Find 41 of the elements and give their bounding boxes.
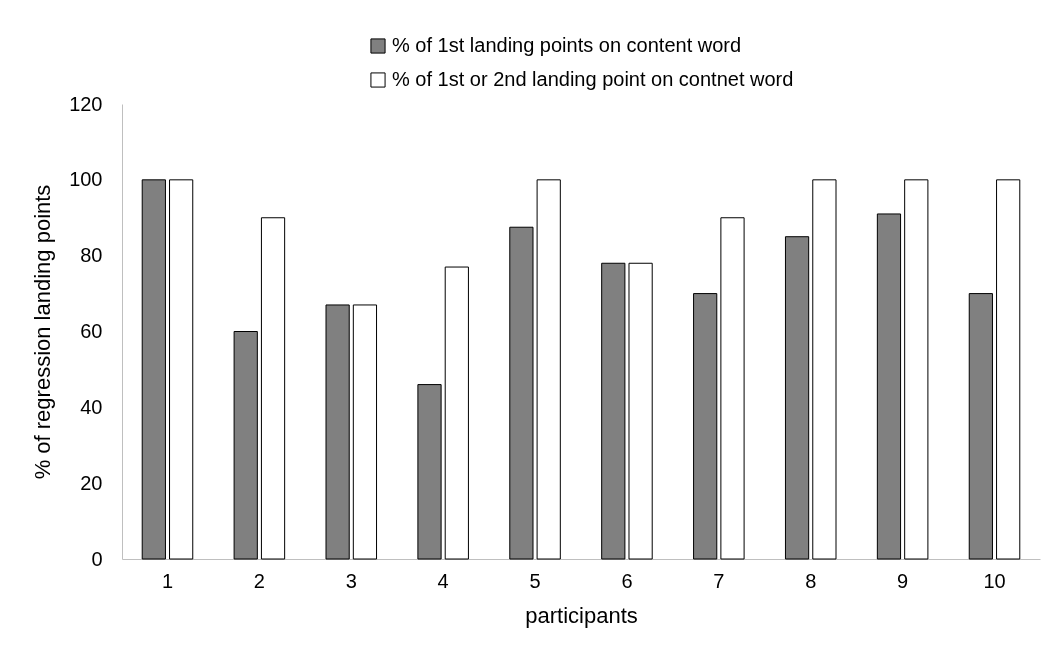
bar [352, 304, 378, 560]
x-tick-label: 2 [253, 569, 265, 592]
legend-label: % of 1st or 2nd landing point on contnet word [392, 68, 794, 90]
bar [812, 179, 837, 560]
y-tick-label: 80 [80, 244, 103, 267]
bar [904, 179, 929, 560]
bar [169, 179, 194, 560]
y-tick-label: 20 [80, 471, 103, 494]
x-tick-label: 10 [983, 569, 1006, 592]
bar [141, 179, 166, 560]
bar [325, 304, 350, 560]
bar [233, 331, 258, 560]
x-tick-label: 5 [529, 569, 541, 592]
x-axis-title: participants [525, 602, 638, 628]
x-tick-label: 1 [161, 569, 174, 592]
bar [444, 266, 469, 560]
y-tick-label: 120 [69, 92, 103, 115]
bar [693, 293, 718, 560]
bar [996, 179, 1021, 560]
y-axis-title: % of regression landing points [30, 184, 56, 480]
bar [536, 179, 561, 560]
bar [720, 217, 745, 560]
bar [509, 226, 534, 560]
x-tick-label: 4 [437, 569, 449, 592]
bar [417, 384, 442, 560]
bar [784, 236, 810, 560]
bar [628, 262, 653, 560]
bar [260, 217, 286, 560]
x-tick-label: 8 [805, 569, 817, 592]
y-tick-label: 60 [80, 320, 103, 342]
legend-label: % of 1st landing points on content word [392, 34, 742, 56]
x-tick-label: 6 [621, 569, 633, 592]
bar [876, 213, 902, 560]
y-tick-label: 100 [69, 168, 103, 191]
x-tick-label: 7 [713, 569, 725, 592]
y-tick-label: 0 [91, 547, 103, 570]
x-tick-label: 9 [897, 569, 909, 592]
bar [601, 262, 626, 560]
y-tick-label: 40 [80, 395, 103, 418]
x-tick-label: 3 [345, 569, 357, 592]
bar [968, 293, 993, 560]
